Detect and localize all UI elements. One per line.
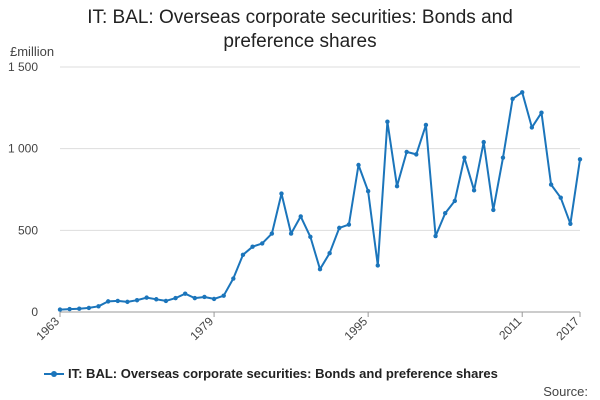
data-point [67, 306, 72, 312]
data-point [115, 298, 120, 304]
data-point [548, 182, 554, 187]
data-point [134, 298, 140, 303]
data-point [77, 306, 82, 311]
data-point [481, 139, 486, 145]
y-axis-unit-label: £million [10, 44, 55, 59]
data-point [520, 90, 525, 95]
source-label: Source: [543, 384, 588, 399]
data-point [423, 122, 429, 128]
legend-series-marker-icon [44, 369, 64, 379]
data-point [144, 295, 149, 300]
y-tick-label: 1 000 [8, 142, 38, 156]
data-point [154, 297, 159, 302]
data-point [491, 207, 496, 213]
data-point [288, 231, 294, 236]
data-point [260, 241, 265, 246]
data-point [433, 233, 438, 239]
data-point [231, 276, 236, 281]
data-point [539, 110, 544, 115]
data-point [558, 195, 563, 200]
chart-title: IT: BAL: Overseas corporate securities: … [87, 7, 513, 52]
y-tick-label: 1 500 [8, 60, 38, 74]
data-point [404, 149, 409, 155]
data-point [86, 305, 92, 311]
data-point [462, 155, 467, 160]
data-point [173, 295, 178, 301]
data-point [279, 191, 284, 196]
data-point [308, 234, 313, 240]
data-point [240, 252, 246, 258]
y-tick-label: 0 [31, 305, 38, 319]
data-point [182, 291, 188, 296]
legend[interactable]: IT: BAL: Overseas corporate securities: … [44, 366, 498, 381]
x-tick-label: 2011 [496, 314, 524, 342]
data-point [500, 155, 506, 160]
data-point [211, 296, 217, 302]
data-point [346, 222, 352, 227]
data-point [577, 157, 583, 162]
data-point [192, 295, 198, 301]
data-point [365, 188, 371, 194]
x-tick-label: 2017 [553, 314, 582, 343]
y-tick-label: 500 [18, 223, 38, 237]
data-point [96, 304, 101, 309]
data-point [57, 307, 63, 312]
data-point [125, 299, 130, 305]
data-point [442, 210, 448, 216]
data-point [510, 96, 515, 102]
data-point [250, 244, 255, 249]
data-point [568, 221, 573, 226]
data-point [269, 231, 275, 236]
data-point [327, 251, 332, 256]
data-point [202, 294, 207, 300]
data-point [529, 125, 535, 130]
data-point [414, 152, 419, 157]
data-point [317, 267, 323, 272]
data-point [385, 119, 390, 124]
data-point [105, 299, 111, 304]
data-point [163, 298, 169, 304]
data-point [471, 188, 477, 193]
data-point [221, 293, 226, 298]
x-tick-label: 1979 [187, 314, 216, 343]
data-point [356, 162, 361, 168]
x-tick-label: 1995 [341, 314, 370, 343]
data-point [298, 214, 303, 219]
data-point [452, 198, 458, 204]
legend-series-label: IT: BAL: Overseas corporate securities: … [68, 366, 498, 381]
series-line [59, 91, 581, 311]
data-point [394, 184, 400, 189]
data-point [337, 225, 342, 231]
data-point [375, 263, 380, 268]
